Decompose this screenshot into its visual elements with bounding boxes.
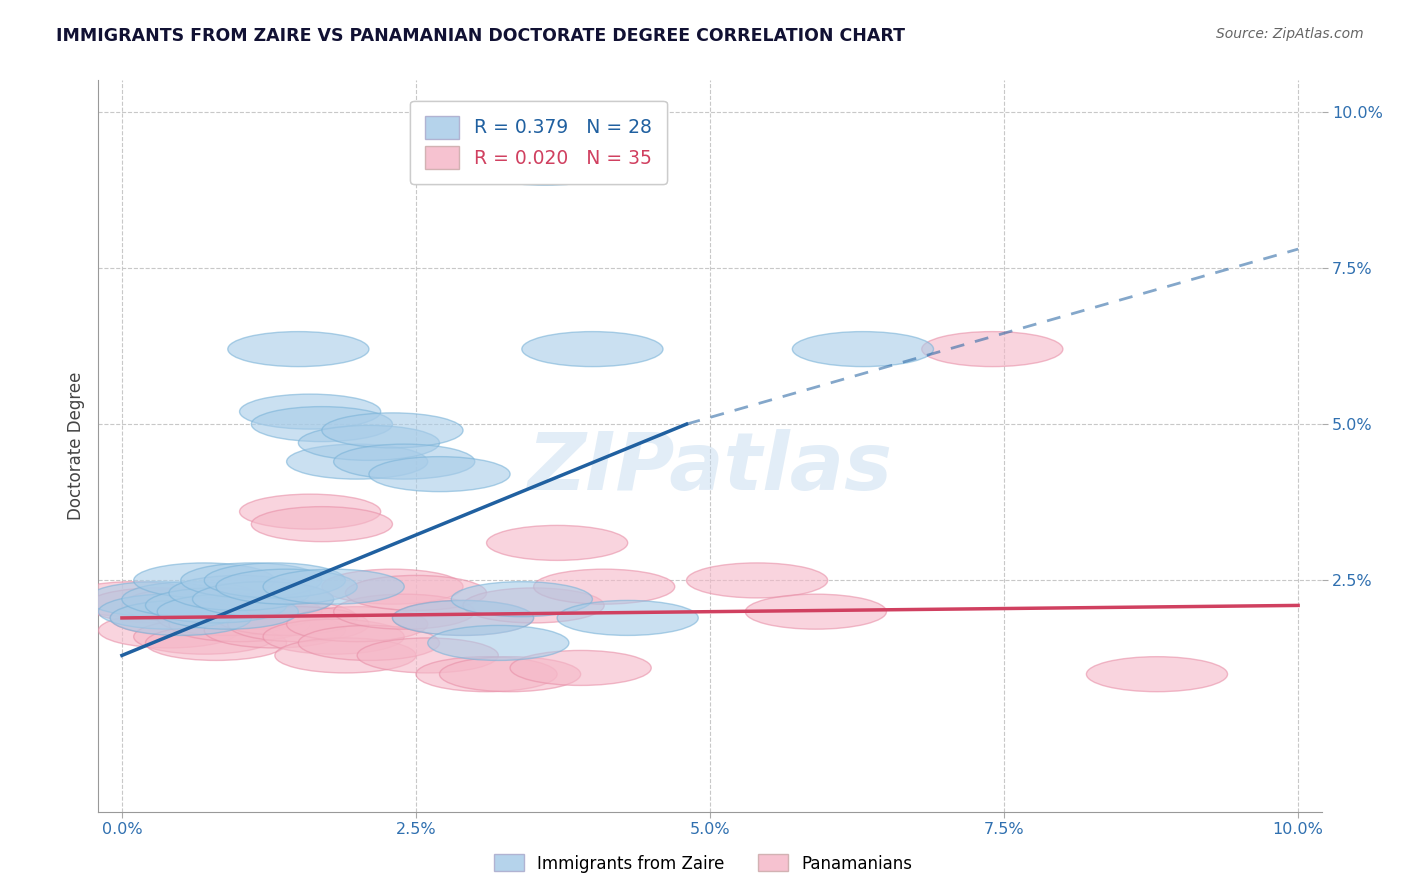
Ellipse shape bbox=[287, 444, 427, 479]
Ellipse shape bbox=[322, 413, 463, 448]
Ellipse shape bbox=[475, 150, 616, 186]
Ellipse shape bbox=[486, 525, 627, 560]
Ellipse shape bbox=[510, 650, 651, 685]
Ellipse shape bbox=[416, 657, 557, 691]
Ellipse shape bbox=[252, 507, 392, 541]
Ellipse shape bbox=[368, 457, 510, 491]
Ellipse shape bbox=[522, 332, 664, 367]
Ellipse shape bbox=[193, 582, 333, 616]
Ellipse shape bbox=[298, 625, 440, 660]
Ellipse shape bbox=[204, 563, 346, 598]
Ellipse shape bbox=[274, 638, 416, 673]
Ellipse shape bbox=[686, 563, 828, 598]
Ellipse shape bbox=[157, 600, 298, 635]
Ellipse shape bbox=[263, 569, 405, 604]
Legend: Immigrants from Zaire, Panamanians: Immigrants from Zaire, Panamanians bbox=[486, 847, 920, 880]
Ellipse shape bbox=[346, 575, 486, 610]
Ellipse shape bbox=[193, 582, 333, 616]
Ellipse shape bbox=[134, 563, 274, 598]
Text: IMMIGRANTS FROM ZAIRE VS PANAMANIAN DOCTORATE DEGREE CORRELATION CHART: IMMIGRANTS FROM ZAIRE VS PANAMANIAN DOCT… bbox=[56, 27, 905, 45]
Ellipse shape bbox=[63, 582, 204, 616]
Ellipse shape bbox=[287, 607, 427, 641]
Ellipse shape bbox=[745, 594, 886, 629]
Ellipse shape bbox=[239, 394, 381, 429]
Ellipse shape bbox=[169, 575, 311, 610]
Ellipse shape bbox=[145, 588, 287, 623]
Ellipse shape bbox=[98, 613, 239, 648]
Ellipse shape bbox=[333, 444, 475, 479]
Ellipse shape bbox=[252, 407, 392, 442]
Ellipse shape bbox=[239, 494, 381, 529]
Ellipse shape bbox=[217, 569, 357, 604]
Ellipse shape bbox=[333, 594, 475, 629]
Ellipse shape bbox=[557, 600, 699, 635]
Ellipse shape bbox=[110, 600, 252, 635]
Ellipse shape bbox=[922, 332, 1063, 367]
Ellipse shape bbox=[228, 607, 368, 641]
Ellipse shape bbox=[793, 332, 934, 367]
Text: Source: ZipAtlas.com: Source: ZipAtlas.com bbox=[1216, 27, 1364, 41]
Ellipse shape bbox=[134, 619, 274, 654]
Ellipse shape bbox=[181, 563, 322, 598]
Ellipse shape bbox=[204, 613, 346, 648]
Text: ZIPatlas: ZIPatlas bbox=[527, 429, 893, 507]
Ellipse shape bbox=[463, 588, 605, 623]
Ellipse shape bbox=[110, 600, 252, 635]
Ellipse shape bbox=[122, 588, 263, 623]
Ellipse shape bbox=[357, 638, 498, 673]
Ellipse shape bbox=[87, 588, 228, 623]
Ellipse shape bbox=[440, 657, 581, 691]
Ellipse shape bbox=[534, 569, 675, 604]
Ellipse shape bbox=[228, 332, 368, 367]
Ellipse shape bbox=[122, 582, 263, 616]
Ellipse shape bbox=[217, 600, 357, 635]
Ellipse shape bbox=[392, 600, 534, 635]
Ellipse shape bbox=[263, 619, 405, 654]
Ellipse shape bbox=[87, 582, 228, 616]
Ellipse shape bbox=[98, 594, 239, 629]
Ellipse shape bbox=[392, 600, 534, 635]
Ellipse shape bbox=[145, 625, 287, 660]
Ellipse shape bbox=[451, 582, 592, 616]
Ellipse shape bbox=[169, 607, 311, 641]
Ellipse shape bbox=[1087, 657, 1227, 691]
Ellipse shape bbox=[298, 425, 440, 460]
Ellipse shape bbox=[157, 594, 298, 629]
Ellipse shape bbox=[181, 594, 322, 629]
Y-axis label: Doctorate Degree: Doctorate Degree bbox=[66, 372, 84, 520]
Ellipse shape bbox=[427, 625, 569, 660]
Legend: R = 0.379   N = 28, R = 0.020   N = 35: R = 0.379 N = 28, R = 0.020 N = 35 bbox=[411, 101, 666, 184]
Ellipse shape bbox=[322, 569, 463, 604]
